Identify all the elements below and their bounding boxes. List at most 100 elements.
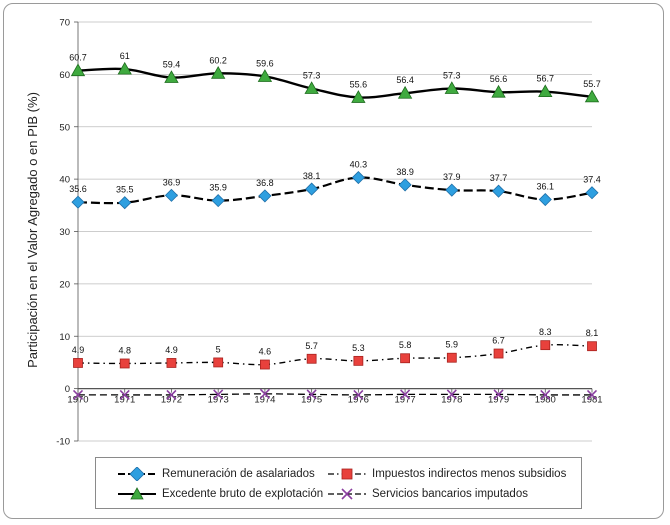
- legend-marker-x-icon: [328, 488, 366, 500]
- y-tick-label: 60: [59, 70, 70, 81]
- x-tick-label: 1981: [581, 395, 602, 406]
- data-label: 36.9: [163, 177, 181, 187]
- data-label: 37.7: [490, 173, 508, 183]
- legend-label: Impuestos indirectos menos subsidios: [372, 468, 567, 480]
- data-point-diamond: [585, 186, 599, 200]
- data-label: 59.6: [256, 58, 274, 68]
- y-tick-label: 30: [59, 227, 70, 238]
- legend-marker-triangle-icon: [118, 487, 156, 500]
- data-point-diamond: [305, 182, 319, 196]
- data-label: 36.8: [256, 178, 274, 188]
- data-point-square: [587, 341, 597, 352]
- data-point-triangle: [538, 84, 553, 98]
- data-point-diamond: [118, 196, 132, 210]
- data-point-x: [400, 389, 411, 400]
- y-tick-label: 70: [59, 18, 70, 29]
- series-line: [77, 67, 593, 99]
- legend-label: Excedente bruto de explotación: [162, 488, 324, 500]
- data-point-x: [306, 389, 317, 400]
- data-point-x: [586, 389, 598, 400]
- legend: Remuneración de asalariados Impuestos in…: [95, 457, 582, 509]
- data-label: 5.8: [399, 340, 412, 350]
- x-tick-label: 1972: [161, 395, 182, 406]
- legend-item-servicios: Servicios bancarios imputados: [328, 486, 528, 502]
- data-label: 57.3: [303, 71, 321, 81]
- data-label: 5: [216, 344, 221, 354]
- data-point-diamond: [211, 194, 225, 208]
- y-tick-label: -10: [56, 437, 70, 448]
- x-tick-label: 1977: [395, 395, 416, 406]
- series-line: [78, 393, 593, 396]
- data-label: 5.3: [352, 343, 365, 353]
- y-axis-label: Participación en el Valor Agregado o en …: [25, 92, 40, 368]
- data-label: 5.9: [446, 340, 459, 350]
- data-point-x: [259, 388, 270, 399]
- data-point-triangle: [444, 81, 460, 94]
- data-point-diamond: [491, 184, 506, 198]
- data-label: 57.3: [443, 71, 461, 81]
- data-point-square: [306, 353, 317, 364]
- data-point-triangle: [584, 89, 600, 103]
- series-2: 4.9 4.8 4.9 5 4.6 5.7 5.3 5.8 5.9 6.7 8.3 8.1: [72, 327, 598, 370]
- data-point-square: [213, 357, 224, 368]
- legend-label: Servicios bancarios imputados: [372, 488, 528, 500]
- series-line: [77, 344, 593, 366]
- data-point-triangle: [397, 85, 413, 99]
- series-line: [77, 176, 593, 205]
- data-label: 55.7: [583, 79, 601, 89]
- data-point-triangle: [70, 63, 86, 77]
- data-point-square: [400, 353, 410, 364]
- series-0: 60.7 61 59.4 60.2 59.6 57.3 55.6 56.4 57.3 56.6 56…: [69, 51, 601, 103]
- data-point-triangle: [164, 70, 179, 83]
- data-point-square: [119, 358, 130, 369]
- data-label: 6.7: [492, 336, 505, 346]
- data-point-square: [446, 352, 457, 363]
- data-label: 61: [120, 51, 130, 61]
- y-tick-label: 50: [59, 122, 70, 133]
- x-tick-label: 1974: [254, 395, 275, 406]
- data-label: 36.1: [537, 182, 555, 192]
- data-point-square: [493, 348, 504, 359]
- data-label: 37.9: [443, 172, 461, 182]
- data-point-square: [540, 340, 551, 351]
- data-point-x: [119, 389, 130, 400]
- y-tick-label: 40: [59, 175, 70, 186]
- x-tick-label: 1978: [441, 395, 462, 406]
- data-point-square: [73, 358, 83, 368]
- x-tick-label: 1976: [348, 395, 369, 406]
- data-point-x: [213, 389, 224, 400]
- data-label: 37.4: [583, 175, 601, 185]
- legend-marker-diamond-icon: [118, 467, 156, 481]
- data-point-diamond: [538, 192, 552, 207]
- y-tick-label: 0: [65, 384, 70, 395]
- data-label: 38.1: [303, 171, 321, 181]
- y-tick-label: 10: [59, 332, 70, 343]
- data-point-x: [493, 389, 504, 400]
- data-label: 38.9: [396, 167, 414, 177]
- data-point-square: [353, 355, 364, 366]
- data-point-diamond: [351, 170, 365, 185]
- data-label: 55.6: [350, 79, 368, 89]
- data-point-diamond: [71, 195, 85, 209]
- data-label: 35.6: [69, 184, 87, 194]
- y-axis-ticks: -10 0 10 20 30 40 50 60 70: [56, 18, 70, 448]
- data-point-x: [353, 389, 364, 400]
- legend-item-excedente: Excedente bruto de explotación: [118, 486, 323, 502]
- data-label: 35.5: [116, 185, 134, 195]
- data-label: 60.2: [209, 55, 227, 65]
- x-tick-label: 1975: [301, 395, 322, 406]
- data-point-diamond: [164, 188, 179, 202]
- x-tick-label: 1970: [67, 395, 88, 406]
- legend-item-impuestos: Impuestos indirectos menos subsidios: [328, 466, 566, 482]
- x-tick-label: 1973: [208, 395, 229, 406]
- data-point-diamond: [398, 178, 412, 192]
- data-point-triangle: [117, 61, 132, 75]
- data-point-triangle: [210, 66, 226, 79]
- data-label: 56.7: [537, 74, 555, 84]
- data-label: 8.3: [539, 327, 552, 337]
- series-3: [72, 388, 598, 400]
- data-point-x: [72, 389, 84, 400]
- data-label: 60.7: [69, 53, 87, 63]
